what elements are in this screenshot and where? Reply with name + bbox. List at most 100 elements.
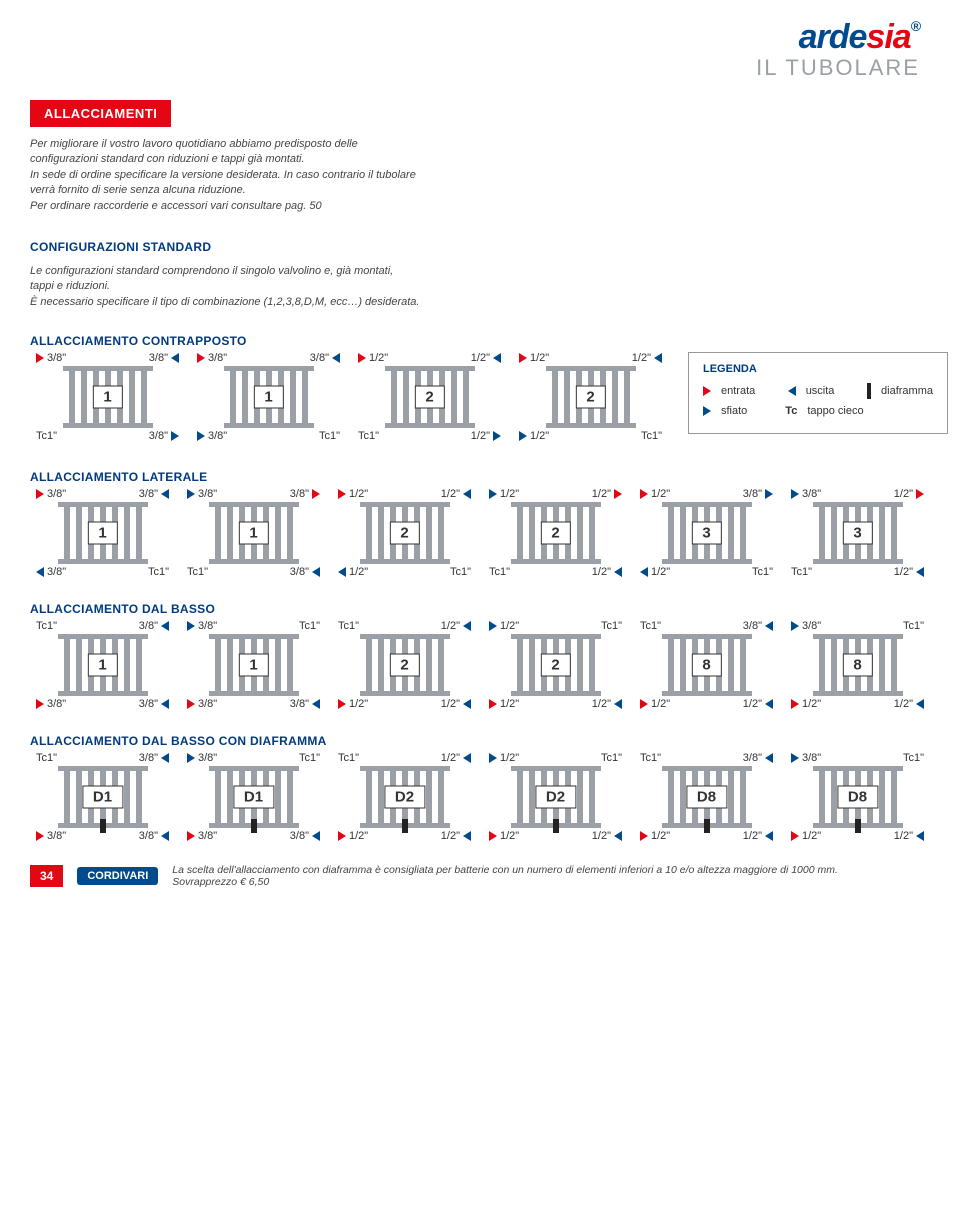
conn-label: Tc1" xyxy=(601,620,622,632)
entrata-icon xyxy=(916,489,924,499)
radiator-number: 3 xyxy=(691,522,721,545)
conn-label: 3/8" xyxy=(47,830,66,842)
radiator-icon: 2 xyxy=(360,634,450,696)
conn-label: 1/2" xyxy=(894,698,913,710)
sfiato-icon xyxy=(489,489,497,499)
sfiato-icon xyxy=(489,621,497,631)
conn-label: 1/2" xyxy=(441,488,460,500)
conn-label: 3/8" xyxy=(290,488,309,500)
radiator-unit: 3/8"3/8" 1 3/8"Tc1" xyxy=(191,352,346,442)
page-number: 34 xyxy=(30,865,63,887)
radiator-unit: 1/2"1/2" 2 Tc1"1/2" xyxy=(483,488,628,578)
conn-label: Tc1" xyxy=(641,430,662,442)
conn-label: 3/8" xyxy=(47,698,66,710)
conn-label: 1/2" xyxy=(592,566,611,578)
conn-label: 3/8" xyxy=(198,752,217,764)
radiator-unit: Tc1"1/2" 2 1/2"1/2" xyxy=(332,620,477,710)
legend-box: LEGENDA entrata uscita diaframma sfiato … xyxy=(688,352,948,434)
conn-label: 3/8" xyxy=(198,620,217,632)
conn-label: 1/2" xyxy=(471,352,490,364)
section-laterale: ALLACCIAMENTO LATERALE xyxy=(30,470,930,484)
conn-label: Tc1" xyxy=(319,430,340,442)
radiator-number: 3 xyxy=(842,522,872,545)
conn-label: 1/2" xyxy=(592,698,611,710)
radiator-number: D1 xyxy=(233,786,274,809)
sfiato-icon xyxy=(703,406,711,416)
conn-label: 1/2" xyxy=(500,830,519,842)
conn-label: 1/2" xyxy=(802,698,821,710)
conn-label: Tc1" xyxy=(903,620,924,632)
diaframma-bar xyxy=(855,819,861,833)
radiator-unit: 3/8"3/8" 1 3/8"Tc1" xyxy=(30,488,175,578)
section-badge: ALLACCIAMENTI xyxy=(30,100,171,127)
conn-label: 3/8" xyxy=(290,830,309,842)
radiator-icon: 1 xyxy=(63,366,153,428)
sfiato-icon xyxy=(791,621,799,631)
radiator-unit: 1/2"1/2" 2 Tc1"1/2" xyxy=(352,352,507,442)
conn-label: 1/2" xyxy=(651,830,670,842)
entrata-icon xyxy=(312,489,320,499)
section-basso-dia: ALLACCIAMENTO DAL BASSO CON DIAFRAMMA xyxy=(30,734,930,748)
uscita-icon xyxy=(916,699,924,709)
diaframma-bar xyxy=(402,819,408,833)
conn-label: 1/2" xyxy=(894,566,913,578)
radiator-unit: 1/2"3/8" 3 1/2"Tc1" xyxy=(634,488,779,578)
uscita-icon xyxy=(161,831,169,841)
radiator-number: 2 xyxy=(540,654,570,677)
uscita-icon xyxy=(171,353,179,363)
radiator-icon: D2 xyxy=(360,766,450,828)
radiator-unit: 3/8"Tc1" 1 3/8"3/8" xyxy=(181,620,326,710)
conn-label: Tc1" xyxy=(640,752,661,764)
sfiato-icon xyxy=(493,431,501,441)
conn-label: 3/8" xyxy=(290,566,309,578)
legend-tc: Tc xyxy=(785,405,797,417)
config-heading: CONFIGURAZIONI STANDARD xyxy=(30,240,930,254)
entrata-icon xyxy=(36,831,44,841)
conn-label: 1/2" xyxy=(349,830,368,842)
radiator-unit: 3/8"Tc1" D8 1/2"1/2" xyxy=(785,752,930,842)
conn-label: 3/8" xyxy=(802,488,821,500)
conn-label: 1/2" xyxy=(743,830,762,842)
radiator-number: D1 xyxy=(82,786,123,809)
conn-label: 1/2" xyxy=(500,620,519,632)
section-contrapposto: ALLACCIAMENTO CONTRAPPOSTO xyxy=(30,334,930,348)
conn-label: 1/2" xyxy=(894,830,913,842)
uscita-icon xyxy=(312,567,320,577)
conn-label: 3/8" xyxy=(139,830,158,842)
radiator-icon: 1 xyxy=(58,634,148,696)
conn-label: 1/2" xyxy=(471,430,490,442)
radiator-number: 1 xyxy=(87,522,117,545)
conn-label: Tc1" xyxy=(338,620,359,632)
entrata-icon xyxy=(338,489,346,499)
conn-label: Tc1" xyxy=(338,752,359,764)
conn-label: Tc1" xyxy=(36,620,57,632)
entrata-icon xyxy=(187,699,195,709)
entrata-icon xyxy=(338,831,346,841)
conn-label: Tc1" xyxy=(299,752,320,764)
radiator-icon: D1 xyxy=(209,766,299,828)
radiator-number: 2 xyxy=(414,386,444,409)
conn-label: Tc1" xyxy=(640,620,661,632)
radiator-number: 1 xyxy=(92,386,122,409)
radiator-icon: 2 xyxy=(511,634,601,696)
uscita-icon xyxy=(463,489,471,499)
conn-label: Tc1" xyxy=(450,566,471,578)
entrata-icon xyxy=(640,699,648,709)
uscita-icon xyxy=(765,753,773,763)
brand-name-a: arde xyxy=(799,18,867,56)
radiator-number: D8 xyxy=(686,786,727,809)
conn-label: 3/8" xyxy=(139,752,158,764)
row-laterale: 3/8"3/8" 1 3/8"Tc1" 3/8"3/8" 1 Tc1"3/8" … xyxy=(30,488,930,578)
legend-uscita: uscita xyxy=(806,385,835,397)
conn-label: 3/8" xyxy=(743,752,762,764)
conn-label: 3/8" xyxy=(198,488,217,500)
sfiato-icon xyxy=(171,431,179,441)
uscita-icon xyxy=(161,621,169,631)
radiator-unit: Tc1" 3/8" D8 1/2" 1/2" xyxy=(634,752,779,842)
radiator-unit: 3/8"1/2" 3 Tc1"1/2" xyxy=(785,488,930,578)
uscita-icon xyxy=(332,353,340,363)
uscita-icon xyxy=(788,386,796,396)
entrata-icon xyxy=(187,831,195,841)
uscita-icon xyxy=(765,831,773,841)
uscita-icon xyxy=(916,567,924,577)
